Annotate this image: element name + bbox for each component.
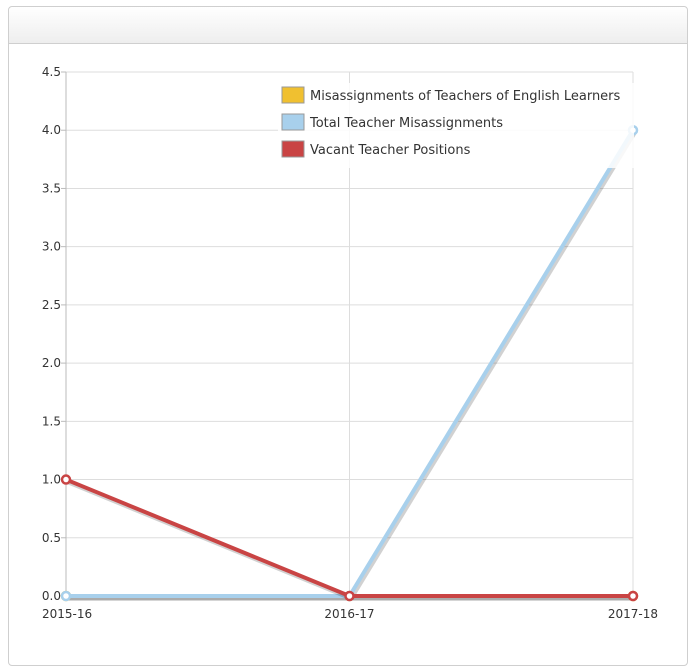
legend-label[interactable]: Misassignments of Teachers of English Le…	[310, 89, 621, 104]
legend-label[interactable]: Vacant Teacher Positions	[310, 143, 471, 158]
series-lines	[60, 124, 639, 602]
legend[interactable]: Misassignments of Teachers of English Le…	[278, 83, 634, 168]
line-chart: 0.00.51.01.52.02.53.03.54.04.5 2015-16 20…	[42, 65, 658, 621]
data-point[interactable]	[344, 590, 355, 602]
y-tick-label: 0.0	[42, 589, 61, 603]
panel-header	[9, 7, 687, 44]
legend-box	[278, 83, 634, 168]
y-tick-label: 2.0	[42, 356, 61, 370]
data-point[interactable]	[60, 474, 72, 485]
y-tick-label: 1.5	[42, 414, 61, 428]
legend-label[interactable]: Total Teacher Misassignments	[309, 116, 503, 131]
y-tick-label: 0.5	[42, 531, 61, 545]
y-tick-label: 4.0	[42, 123, 61, 137]
series-shadow	[67, 130, 637, 601]
y-tick-label: 3.0	[42, 240, 61, 254]
x-tick-label: 2015-16	[42, 607, 92, 621]
x-tick-label: 2016-17	[324, 607, 374, 621]
legend-swatch[interactable]	[281, 113, 305, 131]
y-tick-label: 3.5	[42, 181, 61, 195]
legend-swatch[interactable]	[281, 140, 305, 158]
series-shadow	[66, 479, 635, 601]
y-tick-label: 1.0	[42, 473, 61, 487]
y-tick-label: 2.5	[42, 298, 61, 312]
legend-swatch[interactable]	[281, 86, 305, 104]
x-tick-label: 2017-18	[608, 607, 658, 621]
y-tick-label: 4.5	[42, 65, 61, 79]
data-point[interactable]	[60, 590, 72, 602]
y-axis-ticks: 0.0 0.5 1.0 1.5 2.0 2.5 3.0 3.5 4.0 4.5	[42, 65, 61, 603]
data-point[interactable]	[627, 590, 639, 602]
x-axis-ticks: 2015-16 2016-17 2017-18	[42, 607, 658, 621]
